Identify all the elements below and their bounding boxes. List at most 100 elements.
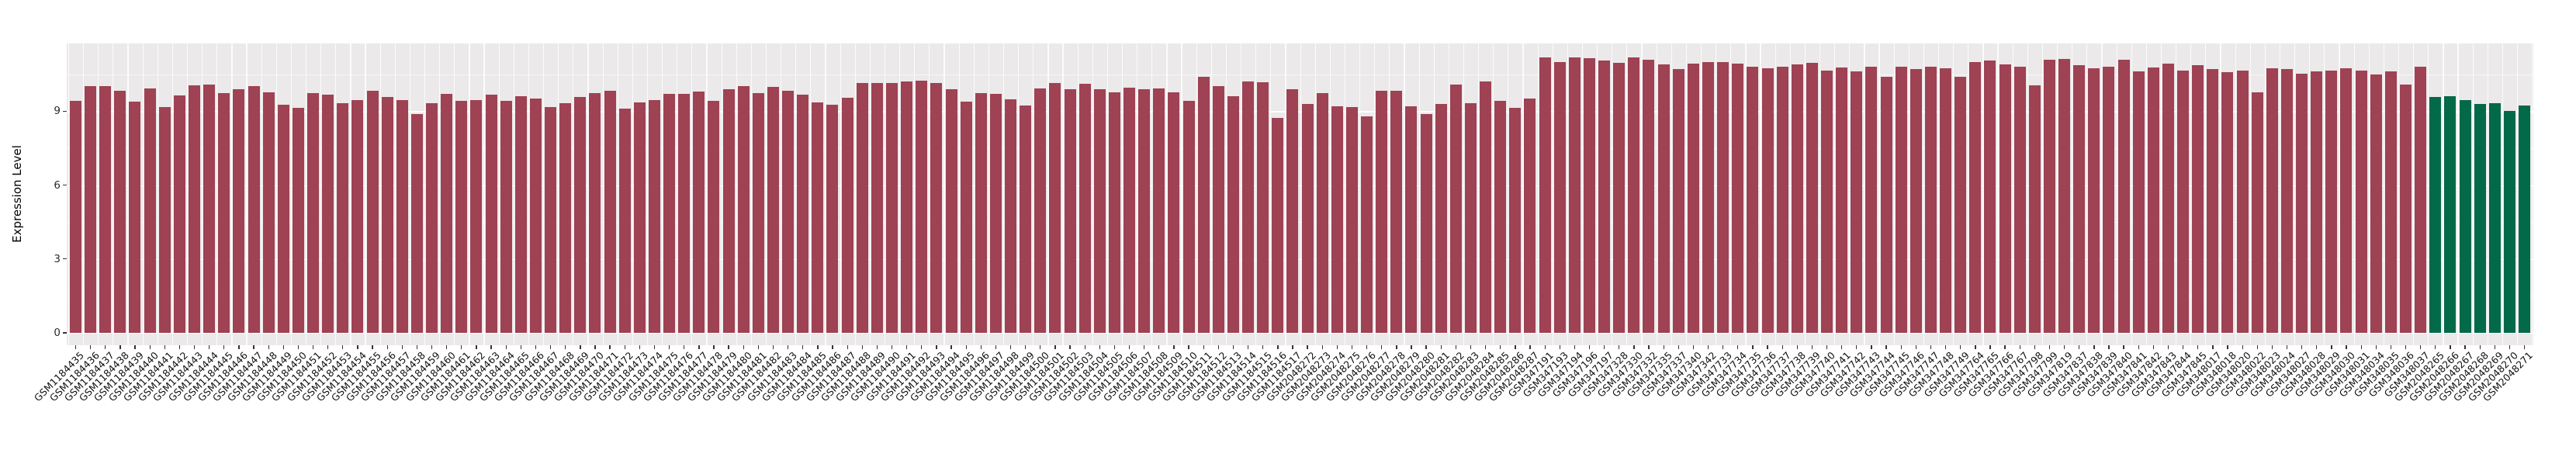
x-tick: [1069, 345, 1071, 349]
x-tick: [1113, 345, 1116, 349]
gridline-vertical: [394, 43, 396, 345]
x-tick: [2212, 345, 2214, 349]
bar: [277, 104, 289, 333]
x-tick: [535, 345, 537, 349]
gridline-vertical: [840, 43, 841, 345]
bar: [2058, 59, 2071, 333]
gridline-vertical: [2398, 43, 2400, 345]
gridline-vertical: [528, 43, 530, 345]
bar: [1212, 86, 1224, 333]
gridline-vertical: [646, 43, 649, 345]
gridline-vertical: [2205, 43, 2207, 345]
x-tick: [565, 345, 566, 349]
bar: [574, 97, 587, 333]
gridline-vertical: [1314, 43, 1316, 345]
x-tick: [2242, 345, 2243, 349]
bar: [1331, 106, 1343, 333]
gridline-vertical: [632, 43, 633, 345]
bar: [158, 106, 171, 333]
gridline-vertical: [2353, 43, 2355, 345]
bar: [2117, 60, 2130, 333]
x-tick: [1470, 345, 1472, 349]
x-tick: [1811, 345, 1813, 349]
x-tick: [1930, 345, 1932, 349]
bar: [248, 86, 260, 333]
gridline-vertical: [1463, 43, 1465, 345]
gridline-vertical: [1374, 43, 1376, 345]
gridline-vertical: [1804, 43, 1806, 345]
gridline-vertical: [1196, 43, 1197, 345]
x-tick: [2063, 345, 2065, 349]
gridline-vertical: [68, 43, 70, 345]
x-tick: [728, 345, 729, 349]
gridline-vertical: [542, 43, 545, 345]
x-tick: [995, 345, 997, 349]
gridline-vertical: [736, 43, 737, 345]
gridline-vertical: [1225, 43, 1227, 345]
x-tick: [772, 345, 774, 349]
x-tick: [1707, 345, 1709, 349]
x-tick: [1796, 345, 1798, 349]
bar: [797, 95, 809, 333]
gridline-vertical: [127, 43, 129, 345]
gridline-vertical: [483, 43, 485, 345]
x-tick: [1989, 345, 1991, 349]
bar: [529, 99, 542, 333]
x-tick: [1648, 345, 1650, 349]
gridline-vertical: [1700, 43, 1702, 345]
gridline-vertical: [1641, 43, 1643, 345]
gridline-vertical: [2235, 43, 2236, 345]
bar: [1153, 88, 1165, 333]
x-tick: [847, 345, 848, 349]
bar: [2251, 92, 2263, 333]
bar: [1197, 76, 1210, 333]
bar: [545, 106, 557, 333]
bar: [1049, 83, 1061, 333]
gridline-vertical: [1849, 43, 1851, 345]
x-tick: [2331, 345, 2332, 349]
x-tick: [802, 345, 804, 349]
bar: [322, 95, 334, 333]
bar: [1286, 89, 1299, 333]
gridline-vertical: [1819, 43, 1821, 345]
bar: [2459, 99, 2471, 333]
bar: [1940, 68, 1952, 333]
x-tick: [1856, 345, 1858, 349]
bar: [693, 92, 705, 333]
gridline-vertical: [350, 43, 351, 345]
x-tick: [832, 345, 833, 349]
y-tick-label: 3: [54, 252, 61, 265]
bar: [604, 90, 616, 333]
gridline-vertical: [1047, 43, 1049, 345]
gridline-vertical: [691, 43, 693, 345]
x-tick: [817, 345, 819, 349]
x-tick: [1396, 345, 1397, 349]
gridline-vertical: [186, 43, 189, 345]
gridline-vertical: [1300, 43, 1301, 345]
bar: [618, 108, 631, 333]
x-tick: [2123, 345, 2124, 349]
x-tick: [921, 345, 923, 349]
bar: [1895, 67, 1907, 333]
gridline-vertical: [2532, 43, 2533, 345]
x-tick: [401, 345, 403, 349]
bar: [1361, 116, 1373, 333]
x-tick: [386, 345, 388, 349]
bar: [1776, 66, 1788, 333]
x-tick: [119, 345, 121, 349]
bar: [826, 104, 839, 333]
x-tick: [1752, 345, 1754, 349]
x-tick: [223, 345, 225, 349]
gridline-vertical: [1270, 43, 1272, 345]
bar: [930, 83, 943, 333]
bar: [737, 85, 750, 333]
x-tick: [1900, 345, 1902, 349]
gridline-vertical: [498, 43, 500, 345]
gridline-vertical: [914, 43, 916, 345]
x-tick: [713, 345, 715, 349]
gridline-vertical: [1537, 43, 1539, 345]
gridline-vertical: [2413, 43, 2415, 345]
bar: [2325, 70, 2338, 333]
bar: [351, 99, 364, 333]
gridline-vertical: [2101, 43, 2103, 345]
